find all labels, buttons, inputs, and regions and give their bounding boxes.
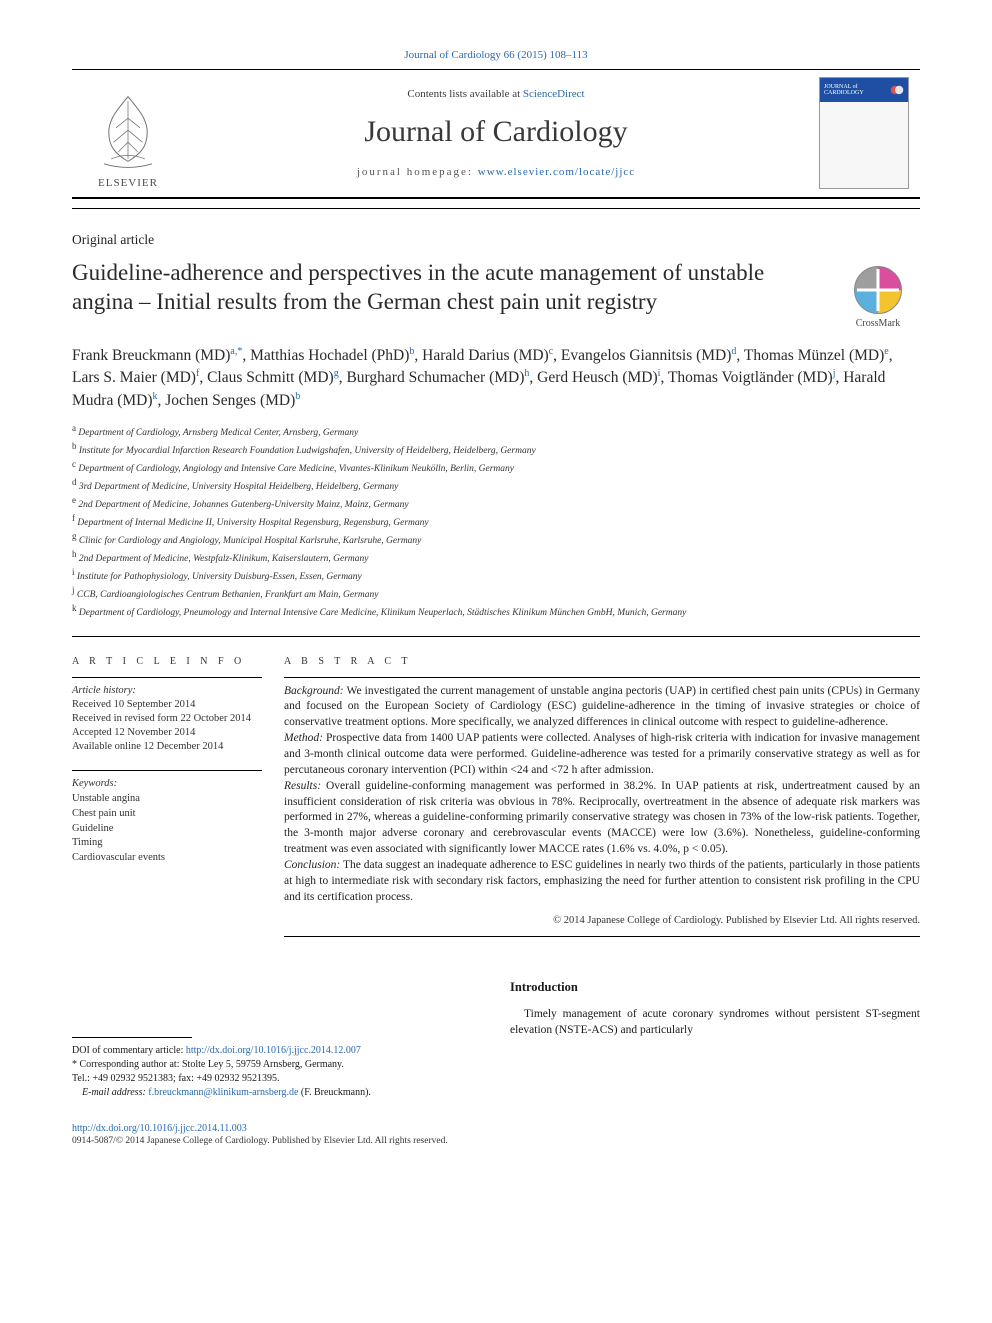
affiliation: c Department of Cardiology, Angiology an… bbox=[72, 458, 920, 476]
footnotes: DOI of commentary article: http://dx.doi… bbox=[72, 1044, 482, 1100]
issn-copyright-line: 0914-5087/© 2014 Japanese College of Car… bbox=[72, 1135, 920, 1148]
keyword: Timing bbox=[72, 836, 262, 851]
abstract-segment: Background: We investigated the current … bbox=[284, 684, 920, 732]
email-paren: (F. Breuckmann). bbox=[298, 1087, 371, 1098]
article-doi-link[interactable]: http://dx.doi.org/10.1016/j.jjcc.2014.11… bbox=[72, 1123, 247, 1134]
author-affil-link[interactable]: b bbox=[295, 391, 300, 402]
email-label: E-mail address: bbox=[82, 1087, 148, 1098]
journal-citation: Journal of Cardiology 66 (2015) 108–113 bbox=[72, 48, 920, 63]
author: Claus Schmitt (MD)g bbox=[207, 369, 339, 386]
sciencedirect-prefix: Contents lists available at bbox=[407, 88, 522, 100]
corresponding-author-addr: Stolte Ley 5, 59759 Arnsberg, Germany. bbox=[182, 1059, 344, 1070]
crossmark-label: CrossMark bbox=[856, 317, 900, 331]
author-affil-link[interactable]: h bbox=[524, 368, 529, 379]
author: Burghard Schumacher (MD)h bbox=[346, 369, 529, 386]
affiliation: a Department of Cardiology, Arnsberg Med… bbox=[72, 422, 920, 440]
affiliation: d 3rd Department of Medicine, University… bbox=[72, 476, 920, 494]
right-column: Introduction Timely management of acute … bbox=[510, 979, 920, 1100]
crossmark-icon bbox=[853, 265, 903, 315]
abstract-segment: Method: Prospective data from 1400 UAP p… bbox=[284, 731, 920, 779]
abstract-copyright: © 2014 Japanese College of Cardiology. P… bbox=[284, 914, 920, 928]
journal-cover-thumb: JOURNAL of CARDIOLOGY bbox=[819, 77, 909, 189]
elsevier-tree-icon bbox=[85, 84, 171, 174]
affiliation: e 2nd Department of Medicine, Johannes G… bbox=[72, 494, 920, 512]
author-affil-link[interactable]: j bbox=[833, 368, 836, 379]
introduction-heading: Introduction bbox=[510, 979, 920, 997]
author-affil-link[interactable]: e bbox=[884, 346, 888, 357]
doi-footer: http://dx.doi.org/10.1016/j.jjcc.2014.11… bbox=[72, 1122, 920, 1148]
author-affil-link[interactable]: f bbox=[196, 368, 199, 379]
author-affil-link[interactable]: g bbox=[334, 368, 339, 379]
keywords-label: Keywords: bbox=[72, 777, 262, 792]
abstract-segment: Results: Overall guideline-conforming ma… bbox=[284, 779, 920, 858]
author: Thomas Münzel (MD)e bbox=[744, 347, 889, 364]
corresponding-author-label: * Corresponding author at: bbox=[72, 1059, 182, 1070]
author-affil-link[interactable]: i bbox=[658, 368, 661, 379]
article-type: Original article bbox=[72, 231, 920, 249]
author: Matthias Hochadel (PhD)b bbox=[250, 347, 414, 364]
history-line: Available online 12 December 2014 bbox=[72, 740, 262, 754]
author: Frank Breuckmann (MD)a,* bbox=[72, 347, 242, 364]
introduction-paragraph: Timely management of acute coronary synd… bbox=[510, 1006, 920, 1038]
author: Gerd Heusch (MD)i bbox=[537, 369, 660, 386]
affiliation: k Department of Cardiology, Pneumology a… bbox=[72, 602, 920, 620]
author-affil-link[interactable]: c bbox=[549, 346, 553, 357]
keyword: Unstable angina bbox=[72, 792, 262, 807]
author: Jochen Senges (MD)b bbox=[165, 392, 300, 409]
history-line: Received in revised form 22 October 2014 bbox=[72, 712, 262, 726]
left-column: DOI of commentary article: http://dx.doi… bbox=[72, 979, 482, 1100]
journal-citation-link[interactable]: Journal of Cardiology 66 (2015) 108–113 bbox=[404, 49, 587, 61]
affiliation: f Department of Internal Medicine II, Un… bbox=[72, 512, 920, 530]
commentary-doi-label: DOI of commentary article: bbox=[72, 1045, 186, 1056]
homepage-label: journal homepage: bbox=[357, 166, 478, 178]
author-affil-link[interactable]: a,* bbox=[230, 346, 242, 357]
abstract-segment: Conclusion: The data suggest an inadequa… bbox=[284, 858, 920, 906]
affiliation-list: a Department of Cardiology, Arnsberg Med… bbox=[72, 422, 920, 620]
abstract-heading: A B S T R A C T bbox=[284, 655, 920, 669]
commentary-doi-link[interactable]: http://dx.doi.org/10.1016/j.jjcc.2014.12… bbox=[186, 1045, 361, 1056]
affiliation: b Institute for Myocardial Infarction Re… bbox=[72, 440, 920, 458]
author-affil-link[interactable]: k bbox=[153, 391, 158, 402]
keyword: Guideline bbox=[72, 822, 262, 837]
history-line: Received 10 September 2014 bbox=[72, 698, 262, 712]
author: Evangelos Giannitsis (MD)d bbox=[561, 347, 737, 364]
corresponding-email-link[interactable]: f.breuckmann@klinikum-arnsberg.de bbox=[148, 1087, 298, 1098]
journal-header: ELSEVIER Contents lists available at Sci… bbox=[72, 69, 920, 199]
corresponding-author-tel: Tel.: +49 02932 9521383; fax: +49 02932 … bbox=[72, 1072, 482, 1086]
publisher-name: ELSEVIER bbox=[98, 176, 158, 191]
affiliation: j CCB, Cardioangiologisches Centrum Beth… bbox=[72, 584, 920, 602]
affiliation: g Clinic for Cardiology and Angiology, M… bbox=[72, 530, 920, 548]
abstract-block: A B S T R A C T Background: We investiga… bbox=[284, 655, 920, 937]
article-title: Guideline-adherence and perspectives in … bbox=[72, 259, 836, 317]
history-line: Accepted 12 November 2014 bbox=[72, 726, 262, 740]
author-list: Frank Breuckmann (MD)a,*, Matthias Hocha… bbox=[72, 345, 920, 413]
crossmark-badge[interactable]: CrossMark bbox=[836, 265, 920, 331]
author-affil-link[interactable]: b bbox=[409, 346, 414, 357]
author: Lars S. Maier (MD)f bbox=[72, 369, 199, 386]
jcc-logo-icon bbox=[890, 83, 904, 97]
journal-title: Journal of Cardiology bbox=[364, 112, 627, 153]
sciencedirect-line: Contents lists available at ScienceDirec… bbox=[407, 87, 584, 102]
keyword: Cardiovascular events bbox=[72, 851, 262, 866]
history-label: Article history: bbox=[72, 684, 262, 698]
publisher-block: ELSEVIER bbox=[72, 76, 184, 191]
author: Thomas Voigtländer (MD)j bbox=[668, 369, 836, 386]
article-info-sidebar: A R T I C L E I N F O Article history: R… bbox=[72, 655, 284, 937]
keyword: Chest pain unit bbox=[72, 807, 262, 822]
homepage-link[interactable]: www.elsevier.com/locate/jjcc bbox=[478, 166, 635, 178]
affiliation: h 2nd Department of Medicine, Westpfalz-… bbox=[72, 548, 920, 566]
article-info-heading: A R T I C L E I N F O bbox=[72, 655, 262, 669]
cover-title-2: CARDIOLOGY bbox=[824, 90, 864, 96]
journal-homepage: journal homepage: www.elsevier.com/locat… bbox=[357, 165, 635, 180]
author: Harald Darius (MD)c bbox=[422, 347, 553, 364]
author-affil-link[interactable]: d bbox=[731, 346, 736, 357]
sciencedirect-link[interactable]: ScienceDirect bbox=[523, 88, 585, 100]
affiliation: i Institute for Pathophysiology, Univers… bbox=[72, 566, 920, 584]
